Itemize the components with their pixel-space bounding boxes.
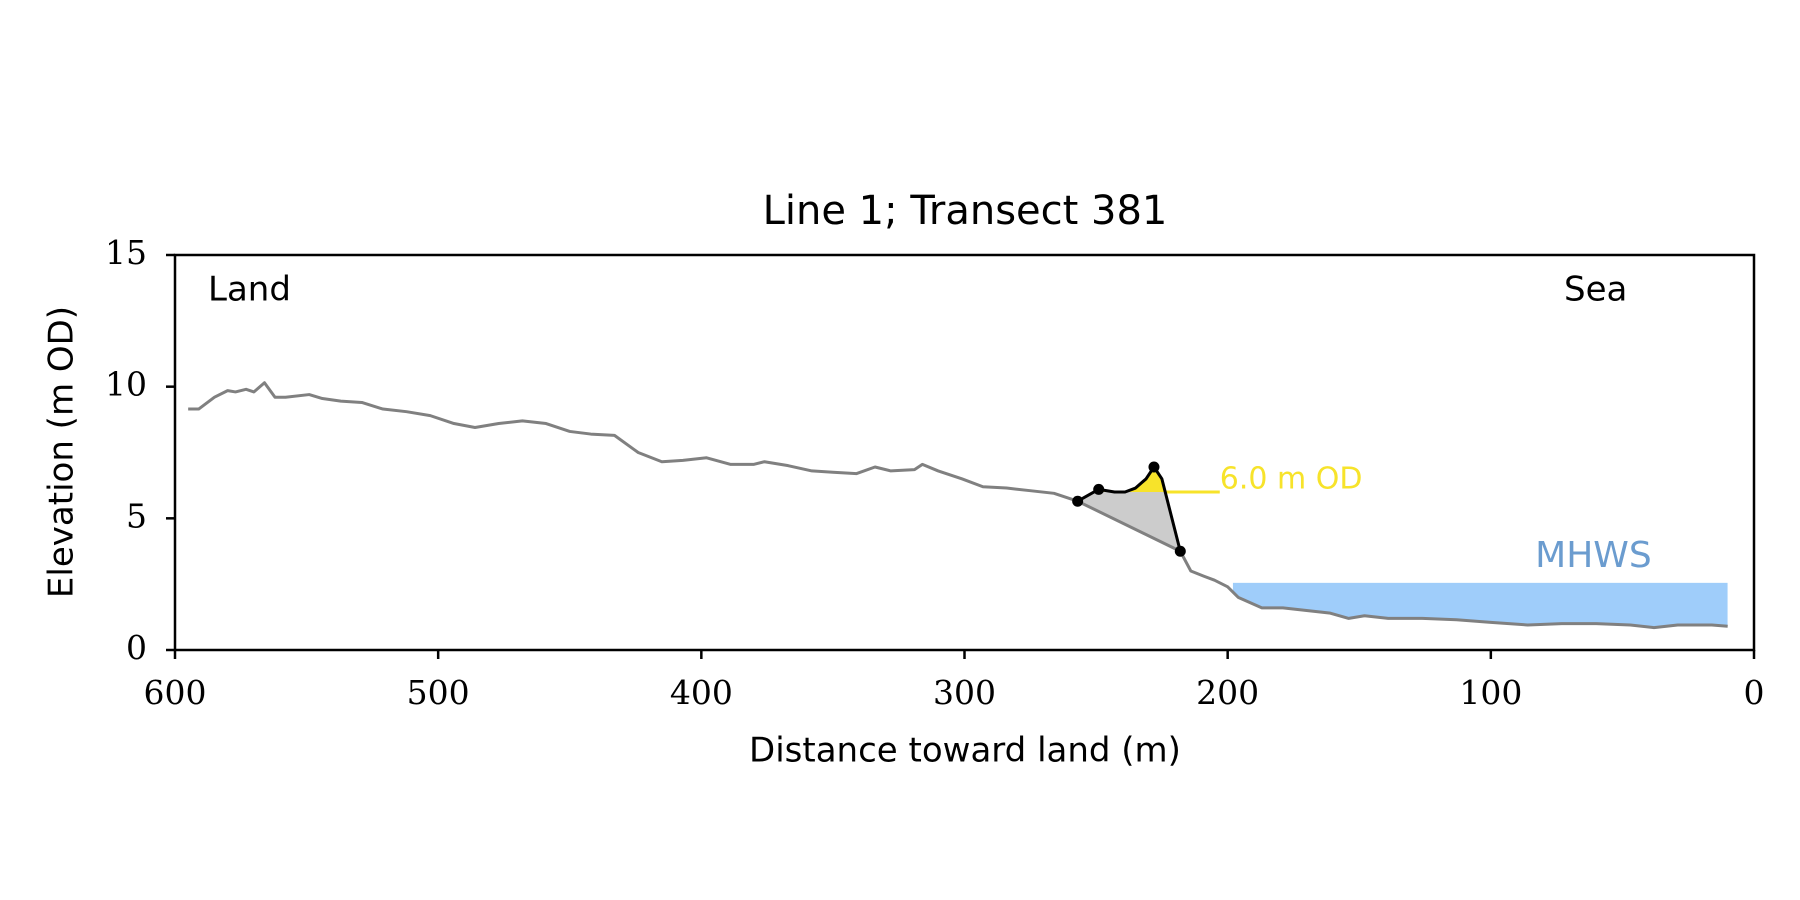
x-tick-label: 500: [407, 673, 470, 712]
y-tick-label: 15: [105, 233, 147, 272]
x-axis-label: Distance toward land (m): [749, 731, 1181, 771]
mhws-area: [1232, 582, 1728, 628]
dune-point: [1093, 483, 1105, 495]
profile-line: [188, 381, 1728, 630]
y-axis-label: Elevation (m OD): [42, 306, 82, 598]
y-tick-label: 10: [105, 365, 147, 404]
annotation: Land: [208, 270, 291, 310]
y-tick-label: 0: [126, 628, 147, 667]
x-tick-label: 400: [670, 673, 733, 712]
x-tick-label: 600: [144, 673, 207, 712]
x-tick-label: 300: [933, 673, 996, 712]
x-tick-label: 200: [1196, 673, 1259, 712]
y-tick-label: 5: [126, 496, 147, 535]
chart-title: Line 1; Transect 381: [763, 188, 1168, 234]
mhws-label: MHWS: [1535, 535, 1652, 576]
annotation: Sea: [1564, 270, 1627, 310]
x-tick-label: 100: [1459, 673, 1522, 712]
dune-point: [1148, 461, 1160, 473]
dune-point: [1174, 545, 1186, 557]
dune-point: [1072, 495, 1084, 507]
x-tick-label: 0: [1744, 673, 1765, 712]
above-threshold-area: [1094, 466, 1166, 492]
threshold-label: 6.0 m OD: [1220, 462, 1363, 497]
